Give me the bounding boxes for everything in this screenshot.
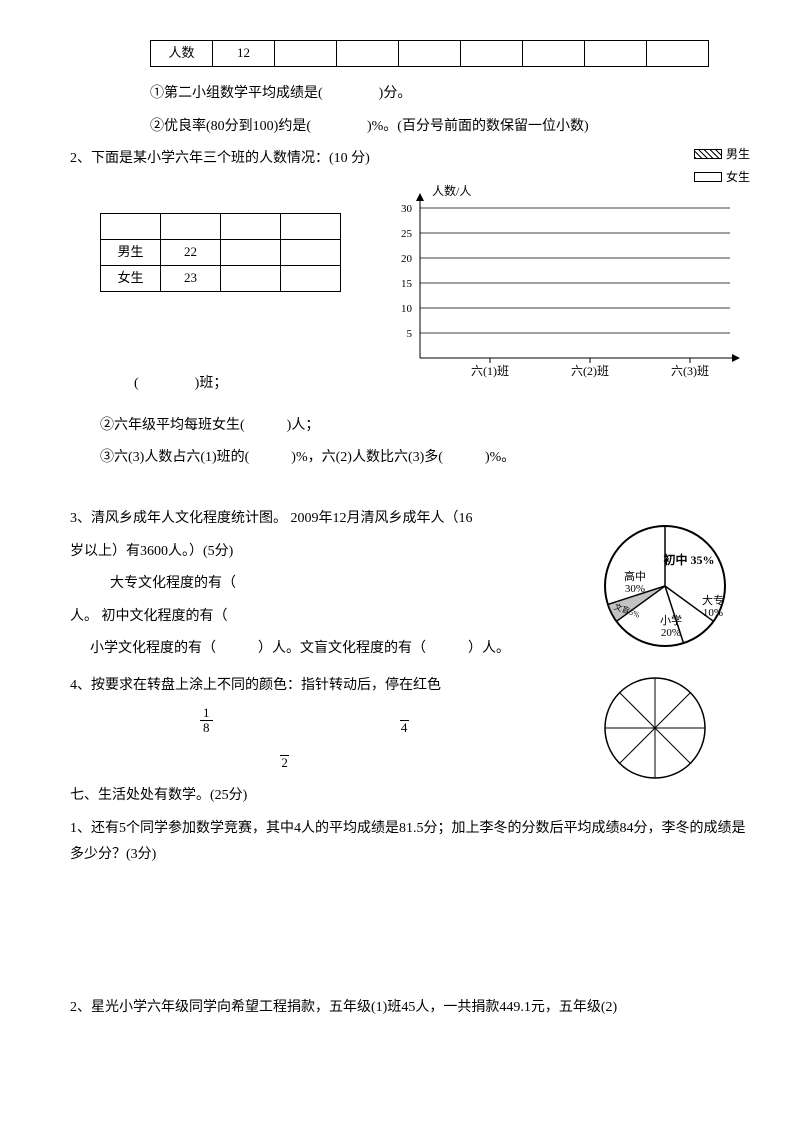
svg-text:高中: 高中 [624, 569, 646, 583]
legend: 男生 女生 [694, 143, 750, 189]
svg-text:20%: 20% [661, 627, 681, 639]
q2-row-girls: 女生 [101, 265, 161, 291]
s7-q1: 1、还有5个同学参加数学竞赛，其中4人的平均成绩是81.5分；加上李冬的分数后平… [70, 816, 750, 869]
pie-chart: 初中 35% 大专 10% 小学 20% 高中 30% 文盲5% [590, 516, 740, 656]
q2-data-table: 男生 22 女生 23 [100, 213, 341, 292]
svg-text:六(2)班: 六(2)班 [571, 364, 609, 378]
y-axis-title: 人数/人 [432, 183, 471, 198]
bar-chart: 人数/人 5 10 15 20 25 30 六(1)班 六(2)班 六(3)班 [380, 183, 750, 393]
q2-l2: ②六年级平均每班女生( )人； [100, 413, 750, 440]
svg-text:20: 20 [401, 253, 413, 265]
q3-container: 3、清风乡成年人文化程度统计图。 2009年12月清风乡成年人（16 岁以上）有… [70, 506, 750, 663]
q1-table: 人数 12 [150, 40, 709, 67]
fraction-1-8: 1 8 [200, 706, 213, 736]
s7-q2: 2、星光小学六年级同学向希望工程捐款，五年级(1)班45人，一共捐款449.1元… [70, 995, 750, 1022]
q2-val-girls: 23 [161, 265, 221, 291]
spinner-circle-icon [600, 673, 710, 783]
svg-text:初中 35%: 初中 35% [663, 552, 714, 567]
legend-girls-icon [694, 172, 722, 182]
q2-l1: ( )班； [134, 371, 227, 398]
svg-text:六(1)班: 六(1)班 [471, 364, 509, 378]
legend-boys-icon [694, 149, 722, 159]
q2-row-boys: 男生 [101, 239, 161, 265]
svg-text:大专: 大专 [702, 593, 724, 607]
svg-text:10: 10 [401, 303, 413, 315]
q1-line1: ①第二小组数学平均成绩是( )分。 [150, 81, 750, 108]
legend-boys-label: 男生 [726, 143, 750, 166]
q2-val-boys: 22 [161, 239, 221, 265]
svg-text:25: 25 [401, 228, 413, 240]
q2-container: 男生 女生 男生 22 女生 23 人数/人 [70, 183, 750, 413]
q2-l3: ③六(3)人数占六(1)班的( )%，六(2)人数比六(3)多( )%。 [100, 445, 750, 472]
section7-title: 七、生活处处有数学。(25分) [70, 783, 750, 810]
svg-text:六(3)班: 六(3)班 [671, 364, 709, 378]
q2-title: 2、下面是某小学六年三个班的人数情况：(10 分) [70, 146, 750, 173]
fraction-over-2: 2 [280, 741, 289, 771]
svg-text:小学: 小学 [660, 613, 682, 627]
svg-text:30: 30 [401, 203, 413, 215]
q1-line2: ②优良率(80分到100)约是( )%。(百分号前面的数保留一位小数) [150, 114, 750, 141]
grid [420, 208, 730, 333]
svg-text:30%: 30% [625, 583, 645, 595]
q1-table-value: 12 [213, 41, 275, 67]
svg-text:10%: 10% [703, 607, 723, 619]
svg-text:15: 15 [401, 278, 413, 290]
q1-table-header: 人数 [151, 41, 213, 67]
fraction-over-4: 4 [400, 706, 409, 736]
svg-text:5: 5 [407, 328, 413, 340]
q4-container: 4、按要求在转盘上涂上不同的颜色：指针转动后，停在红色 1 8 4 2 [70, 673, 750, 783]
